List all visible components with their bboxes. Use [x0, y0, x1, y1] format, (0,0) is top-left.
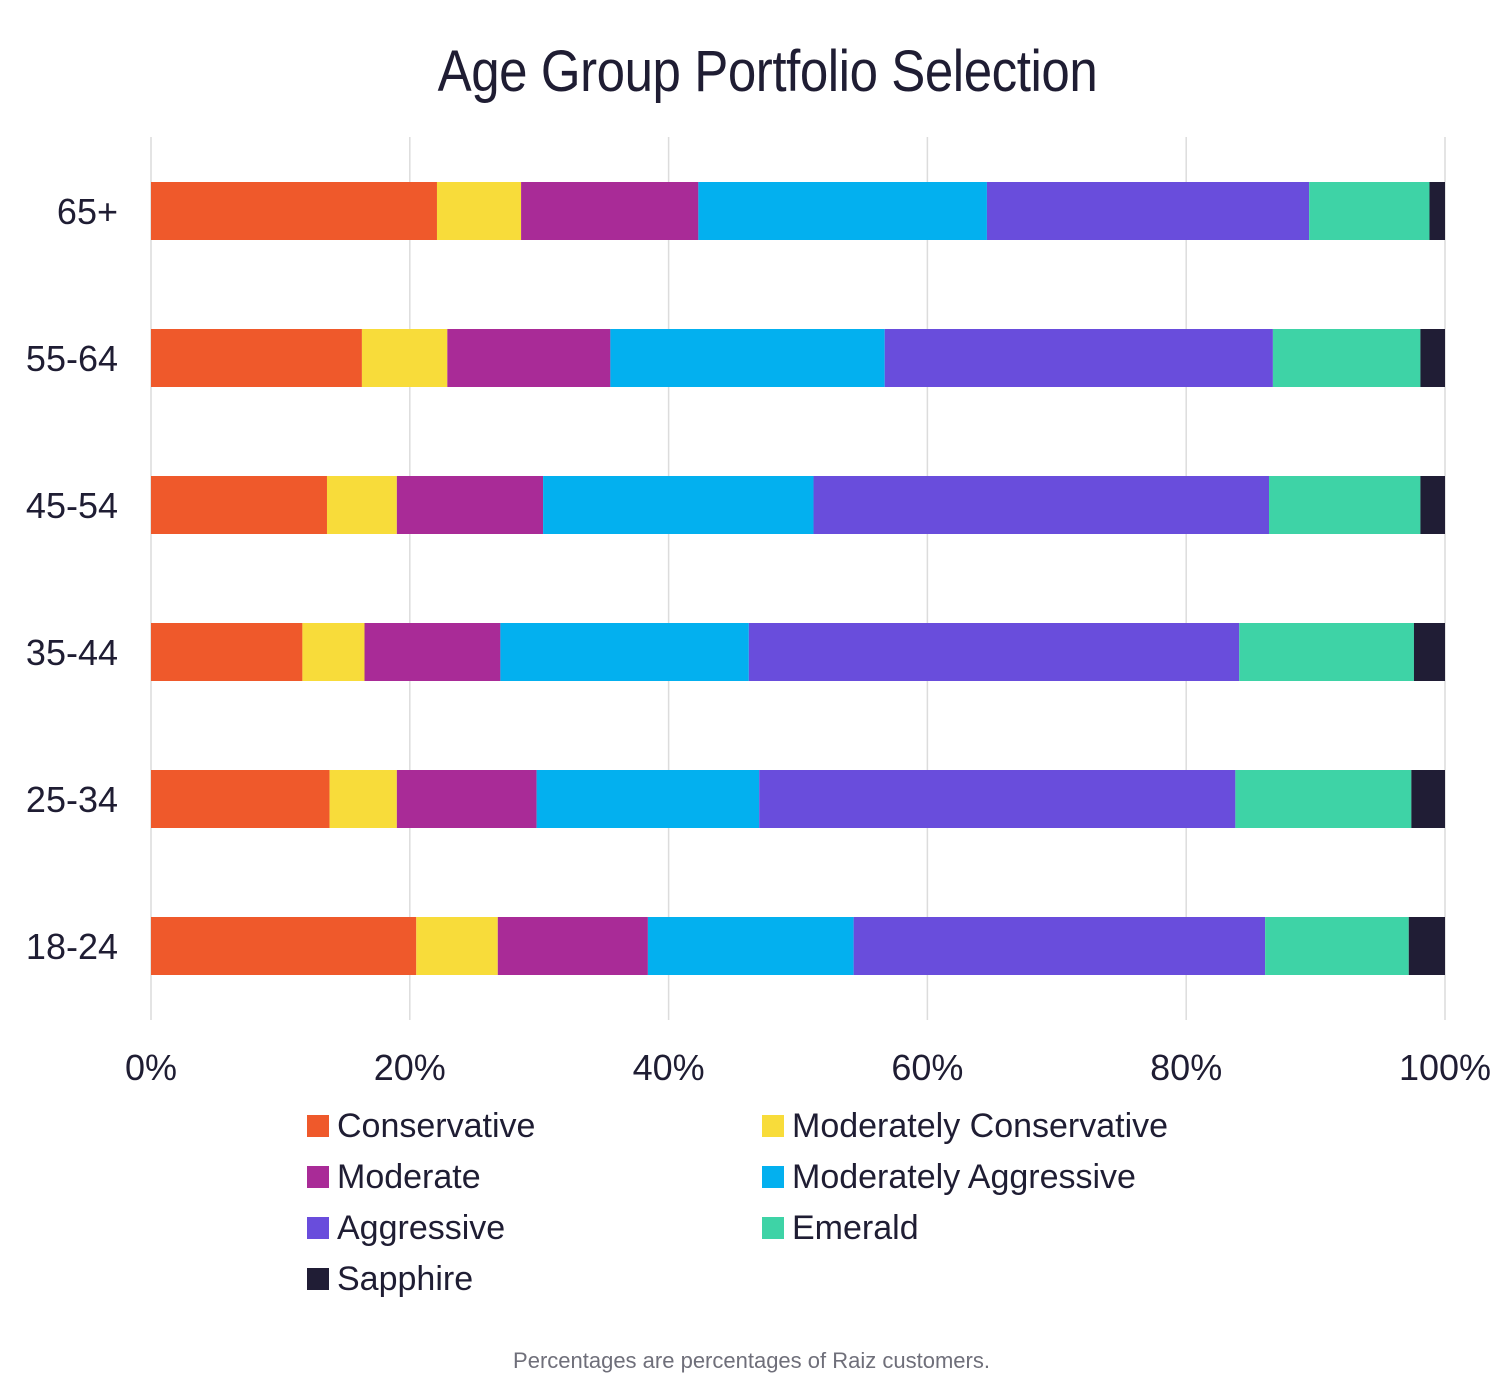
bar-segment — [416, 917, 498, 975]
bar-segment — [497, 917, 648, 975]
chart-title: Age Group Portfolio Selection — [437, 39, 1098, 104]
x-tick-label: 100% — [1399, 1047, 1491, 1088]
bar-segment — [151, 623, 303, 681]
x-axis-labels: 0% 20% 40% 60% 80% 100% — [125, 1047, 1491, 1088]
legend-label: Conservative — [337, 1106, 536, 1145]
bar-segment — [151, 182, 437, 240]
legend-item: Aggressive — [307, 1205, 505, 1251]
bar-segment — [500, 623, 749, 681]
legend-swatch — [762, 1166, 784, 1188]
bar-segment — [1239, 623, 1414, 681]
y-category-label: 55-64 — [26, 338, 118, 379]
bar-segment — [543, 476, 814, 534]
y-category-label: 35-44 — [26, 632, 118, 673]
bar-segment — [610, 329, 885, 387]
legend-swatch — [307, 1115, 329, 1137]
legend-swatch — [307, 1166, 329, 1188]
legend-swatch — [762, 1115, 784, 1137]
bar-segment — [364, 623, 501, 681]
bar-segment — [436, 182, 522, 240]
y-category-label: 18-24 — [26, 926, 118, 967]
bar-segment — [1411, 770, 1445, 828]
gridlines — [150, 137, 1446, 1020]
bar-segment — [853, 917, 1266, 975]
bar-segment — [151, 476, 327, 534]
bar-segment — [151, 917, 417, 975]
legend-item: Emerald — [762, 1205, 919, 1251]
legend-label: Moderately Aggressive — [792, 1157, 1136, 1196]
bar-segment — [536, 770, 760, 828]
legend-item: Moderately Aggressive — [762, 1154, 1136, 1200]
legend-swatch — [762, 1217, 784, 1239]
bars — [151, 182, 1445, 975]
x-tick-label: 20% — [374, 1047, 446, 1088]
y-axis-labels: 65+ 55-64 45-54 35-44 25-34 18-24 — [26, 191, 118, 967]
legend-label: Aggressive — [337, 1208, 506, 1247]
bar-segment — [884, 329, 1273, 387]
y-category-label: 65+ — [57, 191, 118, 232]
y-category-label: 25-34 — [26, 779, 118, 820]
bar-segment — [396, 770, 537, 828]
legend-item: Moderately Conservative — [762, 1103, 1168, 1149]
bar-segment — [748, 623, 1240, 681]
bar-segment — [1413, 623, 1445, 681]
stacked-bar-chart: 65+ 55-64 45-54 35-44 25-34 18-24 0% 20% 40% 60%… — [26, 137, 1491, 1088]
legend-label: Emerald — [792, 1208, 919, 1247]
x-tick-label: 60% — [891, 1047, 963, 1088]
bar-segment — [698, 182, 987, 240]
bar-segment — [1420, 329, 1445, 387]
bar-segment — [521, 182, 699, 240]
bar-segment — [151, 770, 330, 828]
bar-segment — [1429, 182, 1445, 240]
bar-segment — [1235, 770, 1412, 828]
x-tick-label: 0% — [125, 1047, 177, 1088]
legend-swatch — [307, 1268, 329, 1290]
y-category-label: 45-54 — [26, 485, 118, 526]
legend-item: Moderate — [307, 1154, 481, 1200]
bar-segment — [1265, 917, 1409, 975]
legend-swatch — [307, 1217, 329, 1239]
bar-segment — [329, 770, 397, 828]
x-tick-label: 40% — [633, 1047, 705, 1088]
bar-segment — [813, 476, 1270, 534]
bar-segment — [326, 476, 397, 534]
bar-segment — [1420, 476, 1445, 534]
legend-item: Sapphire — [307, 1256, 473, 1302]
bar-segment — [1269, 476, 1421, 534]
bar-segment — [1309, 182, 1430, 240]
x-tick-label: 80% — [1150, 1047, 1222, 1088]
bar-segment — [396, 476, 544, 534]
bar-segment — [302, 623, 365, 681]
legend-item: Conservative — [307, 1103, 535, 1149]
footnote: Percentages are percentages of Raiz cust… — [513, 1348, 990, 1373]
legend-label: Moderate — [337, 1157, 481, 1196]
bar-segment — [151, 329, 362, 387]
legend-label: Sapphire — [337, 1259, 474, 1298]
bar-segment — [986, 182, 1310, 240]
bar-segment — [361, 329, 448, 387]
bar-segment — [647, 917, 854, 975]
bar-segment — [1272, 329, 1421, 387]
legend-label: Moderately Conservative — [792, 1106, 1169, 1145]
bar-segment — [1408, 917, 1445, 975]
bar-segment — [759, 770, 1236, 828]
bar-segment — [447, 329, 611, 387]
